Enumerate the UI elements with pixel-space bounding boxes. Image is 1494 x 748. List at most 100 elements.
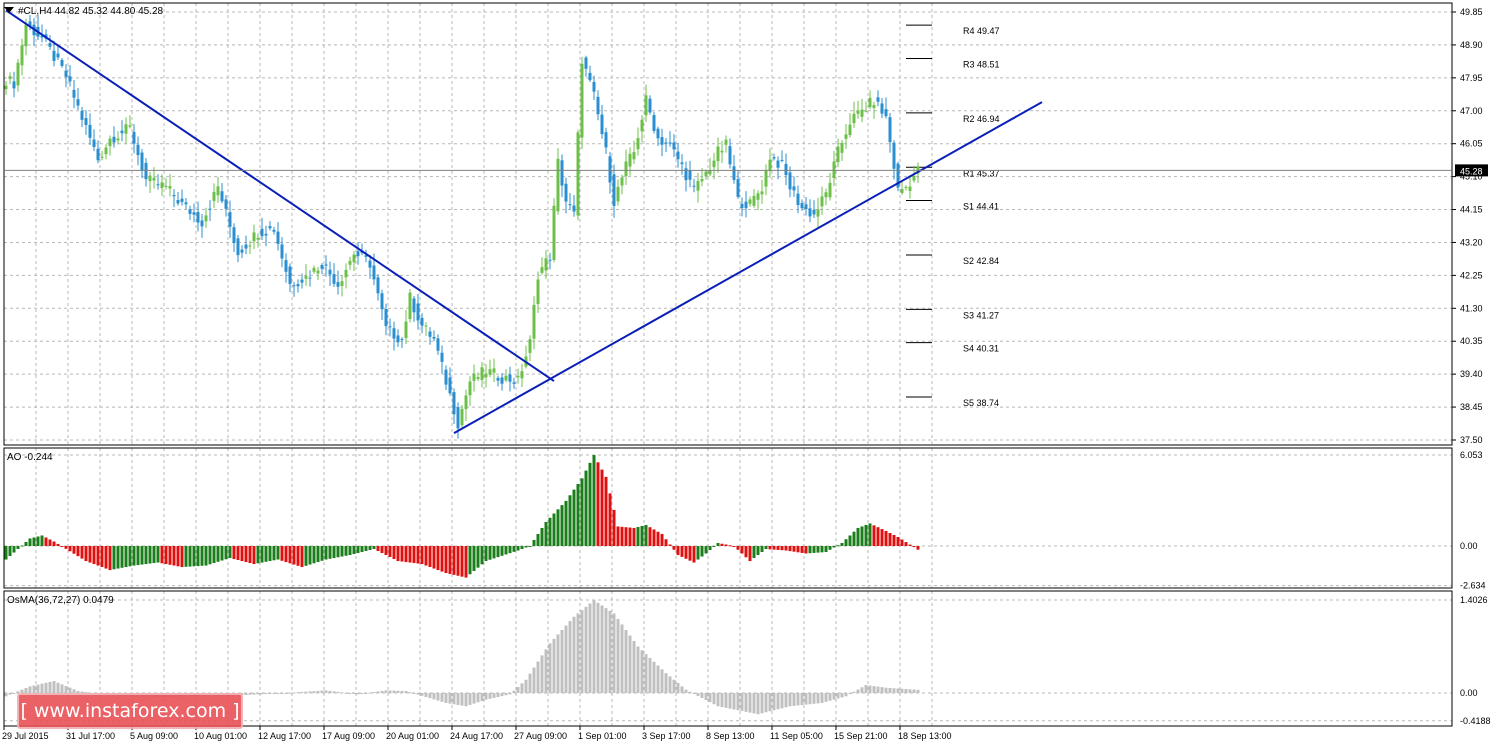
time-tick-label: 3 Sep 17:00 xyxy=(642,731,691,741)
ao-bar xyxy=(68,546,72,552)
candle-body xyxy=(276,231,280,244)
osma-bar xyxy=(332,691,336,693)
candle-body xyxy=(304,275,308,279)
candle-body xyxy=(840,142,844,153)
ao-bar xyxy=(664,539,668,546)
ao-bar xyxy=(56,543,60,546)
ao-bar xyxy=(404,546,408,563)
ao-bar xyxy=(472,546,476,571)
osma-bar xyxy=(264,693,268,694)
ao-bar xyxy=(296,546,300,566)
candle-body xyxy=(216,186,220,196)
osma-bar xyxy=(728,693,732,709)
osma-bar xyxy=(44,682,48,693)
osma-bar xyxy=(636,646,640,693)
osma-bar xyxy=(752,693,756,714)
osma-bar xyxy=(540,655,544,693)
main-pane-label: #CL,H4 44.82 45.32 44.80 45.28 xyxy=(18,6,164,17)
candle-body xyxy=(740,203,744,209)
ao-bar xyxy=(408,546,412,563)
osma-bar xyxy=(524,679,528,693)
pane-frames xyxy=(3,2,1453,727)
osma-bar xyxy=(300,691,304,693)
ao-bar xyxy=(116,546,120,569)
candle-body xyxy=(640,119,644,132)
candle-body xyxy=(580,63,584,138)
osma-bar xyxy=(392,690,396,693)
time-tick-label: 11 Sep 05:00 xyxy=(770,731,823,741)
candle-body xyxy=(680,162,684,165)
candle-body xyxy=(808,208,812,217)
ao-bar xyxy=(396,546,400,562)
osma-bar xyxy=(732,693,736,710)
price-tick-label: 42.25 xyxy=(1460,270,1483,280)
candle-body xyxy=(772,157,776,159)
candle-body xyxy=(760,191,764,195)
ao-bar xyxy=(28,538,32,546)
ao-bar xyxy=(148,546,152,564)
osma-bar xyxy=(328,690,332,693)
time-tick-label: 15 Sep 21:00 xyxy=(834,731,888,741)
candle-body xyxy=(912,175,916,181)
osma-bar xyxy=(316,690,320,693)
candle-body xyxy=(444,369,448,385)
osma-bar xyxy=(908,689,912,693)
time-tick-label: 20 Aug 01:00 xyxy=(386,731,439,741)
ao-bar xyxy=(704,546,708,554)
time-tick-label: 8 Sep 13:00 xyxy=(706,731,755,741)
osma-bar xyxy=(508,693,512,695)
ao-bar xyxy=(868,523,872,546)
osma-bar xyxy=(792,693,796,706)
osma-bar xyxy=(384,690,388,693)
ao-bar xyxy=(604,476,608,546)
candle-body xyxy=(28,21,32,27)
ao-bar xyxy=(84,546,88,562)
ao-bar xyxy=(420,546,424,565)
candle-body xyxy=(816,209,820,217)
candle-body xyxy=(104,147,108,155)
osma-bar xyxy=(868,685,872,693)
osma-bar xyxy=(820,693,824,703)
candle-body xyxy=(612,174,616,206)
pane-border xyxy=(3,2,1453,446)
ao-bar xyxy=(824,546,828,553)
osma-bar xyxy=(684,689,688,693)
ao-bar xyxy=(700,546,704,557)
osma-bar xyxy=(772,693,776,711)
ao-bar xyxy=(804,546,808,554)
osma-bar xyxy=(552,638,556,693)
osma-bar xyxy=(428,693,432,699)
ao-bar xyxy=(772,546,776,550)
candle-body xyxy=(500,377,504,384)
osma-bar xyxy=(408,692,412,694)
ao-bar xyxy=(8,546,12,557)
osma-bar xyxy=(344,692,348,694)
osma-bar xyxy=(60,684,64,693)
candle-body xyxy=(288,266,292,284)
candle-body xyxy=(376,277,380,294)
candle-body xyxy=(40,35,44,38)
osma-bar xyxy=(432,693,436,700)
ao-bar xyxy=(556,509,560,546)
candle-body xyxy=(84,118,88,125)
osma-bar xyxy=(340,692,344,694)
candle-body xyxy=(828,182,832,198)
ao-bar xyxy=(124,546,128,568)
osma-bar xyxy=(912,689,916,693)
ao-bar xyxy=(72,546,76,554)
ao-bar xyxy=(464,546,468,578)
ao-bar xyxy=(912,546,916,548)
candle-body xyxy=(228,212,232,227)
candle-body xyxy=(8,76,12,79)
candle-body xyxy=(76,99,80,106)
indicator-tick-label: -2.634 xyxy=(1460,581,1486,591)
candle-body xyxy=(564,183,568,202)
candle-body xyxy=(144,162,148,180)
osma-bar xyxy=(904,689,908,693)
osma-bar xyxy=(320,690,324,693)
osma-bar xyxy=(516,687,520,693)
candle-body xyxy=(476,377,480,379)
chevron-down-icon[interactable] xyxy=(4,7,14,13)
osma-bar xyxy=(612,613,616,693)
